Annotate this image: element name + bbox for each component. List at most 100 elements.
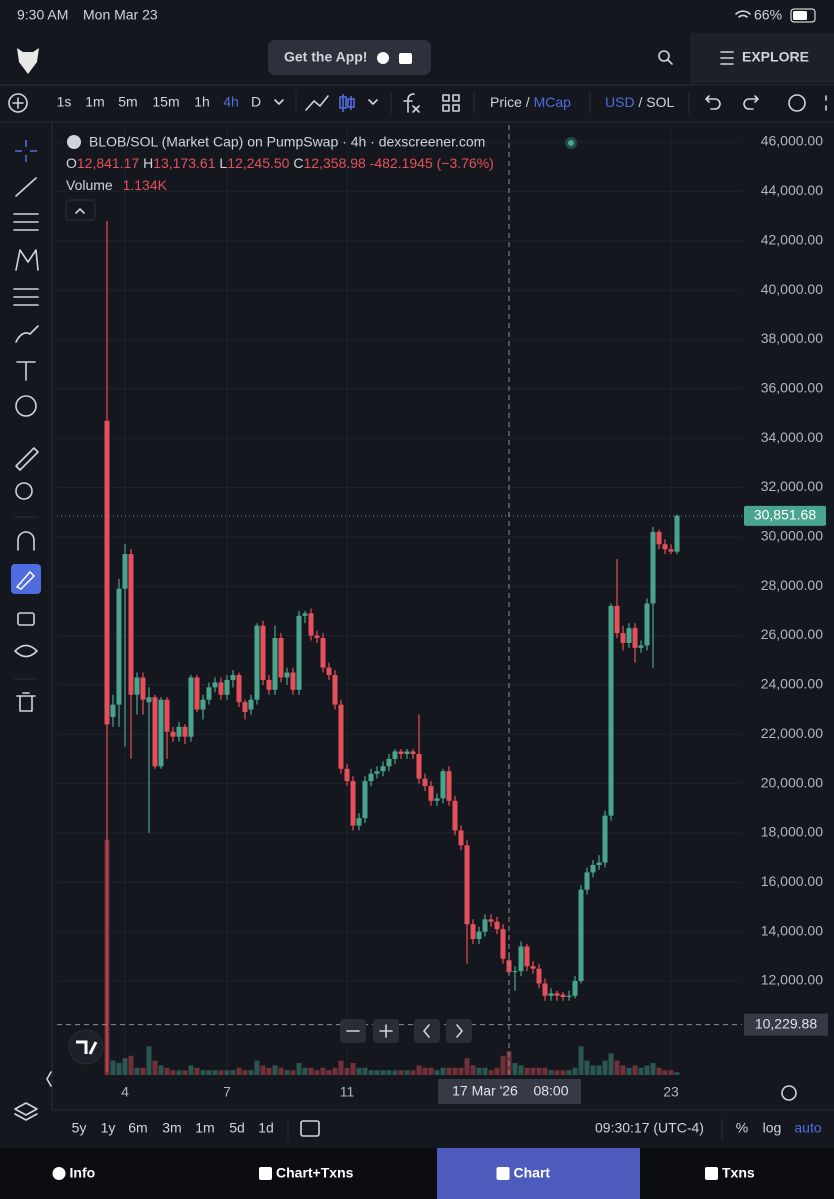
interval-option[interactable]: 1h	[194, 94, 210, 110]
settings-icon[interactable]	[781, 1085, 797, 1101]
range-option[interactable]: 5d	[229, 1120, 245, 1136]
delete-tool[interactable]	[16, 692, 36, 712]
crosshair-time-label: 08:00	[533, 1083, 568, 1099]
last-price-badge	[744, 505, 826, 526]
interval-option[interactable]: 15m	[152, 94, 179, 110]
interval-option[interactable]: 5m	[118, 94, 137, 110]
battery-level: 66%	[754, 7, 782, 23]
candle-body	[518, 946, 524, 972]
volume-bar	[206, 1070, 212, 1075]
y-tick-label: 16,000.00	[761, 873, 823, 889]
y-tick-label: 26,000.00	[761, 626, 823, 642]
candle-body	[278, 638, 284, 678]
scroll-right-button[interactable]	[446, 1019, 472, 1043]
candle-body	[416, 753, 422, 779]
volume-bar	[122, 1058, 128, 1075]
emoji-tool[interactable]	[15, 395, 37, 417]
tab-label[interactable]: Txns	[722, 1165, 755, 1181]
tab[interactable]	[189, 1148, 437, 1199]
range-option[interactable]: 5y	[72, 1120, 87, 1136]
low-value: 12,245.50	[227, 155, 289, 171]
apple-icon	[377, 52, 389, 64]
trend-line-tool[interactable]	[15, 177, 37, 197]
object-tree[interactable]	[14, 1102, 38, 1121]
prediction-tool[interactable]	[13, 288, 39, 306]
replay-icon[interactable]	[788, 94, 806, 112]
redo-button[interactable]	[743, 95, 759, 110]
candle-body	[638, 645, 644, 648]
scroll-left-button[interactable]	[414, 1019, 440, 1043]
volume-bar	[374, 1070, 380, 1075]
range-option[interactable]: 1y	[101, 1120, 116, 1136]
scroll-right-icon	[456, 1024, 463, 1038]
add-button[interactable]	[8, 93, 28, 113]
candle-body	[458, 830, 464, 846]
candle-body	[452, 800, 458, 831]
range-option[interactable]: 1m	[195, 1120, 214, 1136]
get-app-button[interactable]	[268, 40, 431, 75]
slash: /	[638, 94, 642, 110]
volume-bar	[308, 1067, 314, 1075]
volume-bar	[644, 1065, 650, 1075]
range-option[interactable]: 6m	[128, 1120, 147, 1136]
y-tick-label: 18,000.00	[761, 824, 823, 840]
crosshair-tool[interactable]	[15, 140, 37, 162]
goto-date-button[interactable]	[300, 1120, 320, 1137]
style-dropdown[interactable]	[368, 99, 378, 105]
android-icon	[399, 53, 412, 64]
undo-button[interactable]	[705, 95, 721, 110]
sol-option[interactable]: SOL	[646, 94, 674, 110]
candle-body	[146, 697, 152, 703]
candle-body	[188, 677, 194, 737]
candle-body	[104, 420, 110, 725]
range-option[interactable]: 1d	[258, 1120, 274, 1136]
search-icon[interactable]	[658, 50, 670, 62]
ruler-tool[interactable]	[15, 447, 39, 471]
tab-label[interactable]: Info	[70, 1165, 96, 1181]
tab[interactable]	[0, 1148, 189, 1199]
expand-toolbar[interactable]	[46, 1071, 52, 1087]
usd-option[interactable]: USD	[605, 94, 635, 110]
tab[interactable]	[437, 1148, 640, 1199]
scale-option[interactable]: log	[763, 1120, 782, 1136]
volume-bar	[638, 1067, 644, 1075]
interval-option[interactable]: 4h	[223, 94, 239, 110]
tab-label[interactable]: Chart	[514, 1165, 551, 1181]
pattern-tool[interactable]	[15, 249, 39, 271]
candle-body	[272, 638, 278, 690]
interval-option[interactable]: D	[251, 94, 261, 110]
lock-drawing-tool[interactable]	[11, 564, 41, 594]
zoom-tool[interactable]	[15, 482, 33, 500]
price-mcap-toggle[interactable]: Price / MCap	[490, 94, 571, 110]
range-option[interactable]: 3m	[162, 1120, 181, 1136]
candle-body	[428, 786, 434, 801]
tab[interactable]	[640, 1148, 834, 1199]
interval-option[interactable]: 1s	[57, 94, 72, 110]
tab-label[interactable]: Chart+Txns	[276, 1165, 354, 1181]
scale-option[interactable]: %	[736, 1120, 748, 1136]
interval-option[interactable]: 1m	[85, 94, 104, 110]
unlock-tool[interactable]	[17, 612, 35, 626]
magnet-tool[interactable]	[17, 531, 35, 551]
text-tool[interactable]	[16, 361, 36, 381]
explore-button[interactable]	[690, 33, 834, 83]
hide-tool[interactable]	[14, 644, 38, 658]
brush-tool[interactable]	[15, 325, 39, 343]
price-option[interactable]: Price	[490, 94, 522, 110]
currency-toggle[interactable]: USD / SOL	[605, 94, 674, 110]
interval-dropdown[interactable]	[274, 99, 284, 105]
indicators-icon[interactable]	[403, 93, 420, 113]
volume-bar	[542, 1067, 548, 1075]
menu-icon	[720, 51, 734, 65]
layouts-icon[interactable]	[442, 94, 460, 112]
fib-tool[interactable]	[13, 213, 39, 231]
line-style-icon[interactable]	[305, 95, 329, 111]
scale-options: % log auto	[736, 1120, 822, 1136]
volume-bar	[512, 1063, 518, 1075]
scale-option[interactable]: auto	[794, 1120, 821, 1136]
logo[interactable]	[17, 48, 39, 74]
volume-bar	[332, 1067, 338, 1075]
mcap-option[interactable]: MCap	[534, 94, 572, 110]
volume-bar	[350, 1063, 356, 1075]
